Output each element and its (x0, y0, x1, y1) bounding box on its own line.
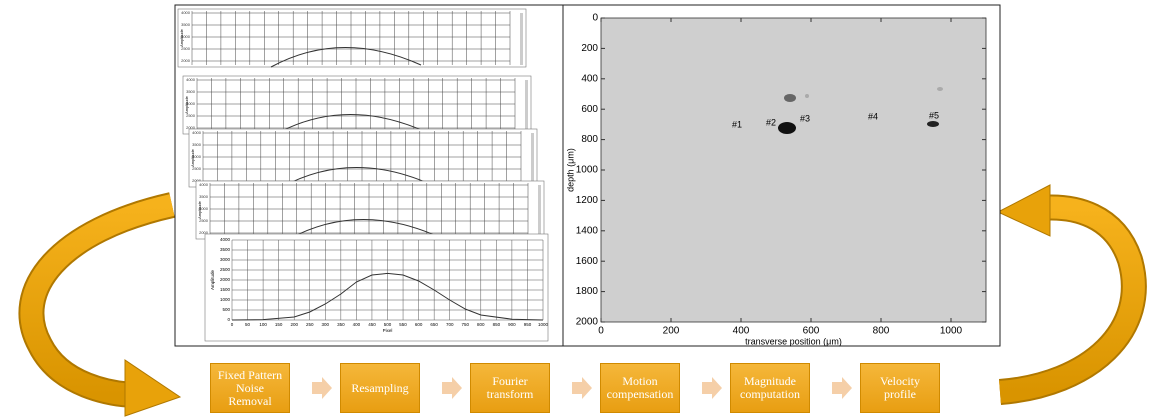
scatterer-label: #5 (929, 110, 939, 120)
back-tick-label: 3500 (199, 194, 209, 199)
scatterer (784, 94, 796, 102)
x-tick-label: 100 (259, 322, 267, 327)
x-axis-label: transverse position (μm) (745, 336, 842, 346)
y-axis-label: Amplitude (210, 270, 215, 291)
x-axis-label: Pixel (383, 328, 393, 333)
x-tick-label: 550 (399, 322, 407, 327)
x-tick-label: 750 (461, 322, 469, 327)
x-tick-label: 800 (873, 326, 890, 337)
back-y-label: Amplitude (184, 95, 189, 114)
back-plot (178, 9, 526, 67)
x-tick-label: 600 (803, 326, 820, 337)
x-tick-label: 600 (415, 322, 423, 327)
y-tick-label: 2000 (576, 317, 599, 328)
x-tick-label: 1000 (538, 322, 549, 327)
x-tick-label: 250 (306, 322, 314, 327)
figure: 20002500300035004000Amplitude20002500300… (0, 0, 1160, 417)
cycle-arrow-right-head (998, 185, 1050, 236)
x-tick-label: 200 (290, 322, 298, 327)
y-tick-label: 500 (222, 307, 230, 312)
y-tick-label: 2500 (220, 267, 231, 272)
back-y-label: Amplitude (190, 148, 195, 167)
x-tick-label: 350 (337, 322, 345, 327)
back-plot (189, 129, 537, 187)
step-arrow (312, 377, 332, 399)
back-plot-scroll (538, 185, 541, 237)
page: {"spectra": {"y_label": "Amplitude", "x_… (0, 0, 1160, 417)
image-area (601, 18, 986, 322)
pipeline-step: Fourier transform (470, 363, 550, 413)
step-arrow (442, 377, 462, 399)
x-tick-label: 800 (477, 322, 485, 327)
y-tick-label: 1600 (576, 256, 599, 267)
x-tick-label: 0 (598, 326, 604, 337)
y-tick-label: 1200 (576, 195, 599, 206)
pipeline-step: Magnitude computation (730, 363, 810, 413)
back-tick-label: 4000 (186, 77, 196, 82)
x-tick-label: 650 (430, 322, 438, 327)
x-tick-label: 850 (493, 322, 501, 327)
back-tick-label: 3500 (192, 142, 202, 147)
cycle-arrow-left-body (31, 205, 172, 395)
x-tick-label: 400 (353, 322, 361, 327)
step-arrow (832, 377, 852, 399)
scatterer (778, 122, 796, 134)
y-axis-label: depth (μm) (565, 148, 575, 192)
back-tick-label: 3500 (181, 22, 191, 27)
back-tick-label: 4000 (192, 130, 202, 135)
cycle-arrow-right-body (1000, 208, 1134, 392)
pipeline-step: Motion compensation (600, 363, 680, 413)
scatterer-label: #4 (868, 111, 878, 121)
x-tick-label: 500 (384, 322, 392, 327)
back-y-label: Amplitude (197, 200, 202, 219)
y-tick-label: 800 (581, 134, 598, 145)
y-tick-label: 1000 (220, 297, 231, 302)
x-tick-label: 200 (663, 326, 680, 337)
step-arrow (572, 377, 592, 399)
scatterer (805, 94, 809, 98)
back-tick-label: 4000 (181, 10, 191, 15)
back-y-label: Amplitude (179, 28, 184, 47)
x-tick-label: 900 (508, 322, 516, 327)
y-tick-label: 1400 (576, 225, 599, 236)
back-plot-scroll (525, 80, 528, 132)
pipeline-step: Resampling (340, 363, 420, 413)
back-plot-scroll (520, 13, 523, 65)
back-plot-scroll (531, 133, 534, 185)
pipeline-step: Velocity profile (860, 363, 940, 413)
y-tick-label: 1500 (220, 287, 231, 292)
y-tick-label: 3500 (220, 247, 231, 252)
y-tick-label: 3000 (220, 257, 231, 262)
pipeline-step: Fixed Pattern Noise Removal (210, 363, 290, 413)
back-tick-label: 4000 (199, 182, 209, 187)
y-tick-label: 4000 (220, 237, 231, 242)
scatterer (927, 121, 939, 127)
y-tick-label: 1800 (576, 286, 599, 297)
step-arrow (702, 377, 722, 399)
x-tick-label: 50 (245, 322, 251, 327)
x-tick-label: 700 (446, 322, 454, 327)
scatterer-label: #3 (800, 113, 810, 123)
x-tick-label: 300 (322, 322, 330, 327)
back-tick-label: 2000 (181, 58, 191, 63)
x-tick-label: 1000 (940, 326, 963, 337)
y-tick-label: 0 (592, 13, 598, 24)
y-tick-label: 600 (581, 104, 598, 115)
scatterer-label: #1 (732, 119, 742, 129)
scatterer-label: #2 (766, 117, 776, 127)
y-tick-label: 200 (581, 43, 598, 54)
x-tick-label: 450 (368, 322, 376, 327)
back-plot (183, 76, 531, 134)
cycle-arrow-left-head (125, 360, 180, 416)
back-plot (196, 181, 544, 239)
y-tick-label: 1000 (576, 165, 599, 176)
scatterer (937, 87, 943, 91)
y-tick-label: 400 (581, 73, 598, 84)
back-tick-label: 3500 (186, 89, 196, 94)
x-tick-label: 950 (524, 322, 532, 327)
y-tick-label: 2000 (220, 277, 231, 282)
x-tick-label: 400 (733, 326, 750, 337)
x-tick-label: 150 (275, 322, 283, 327)
